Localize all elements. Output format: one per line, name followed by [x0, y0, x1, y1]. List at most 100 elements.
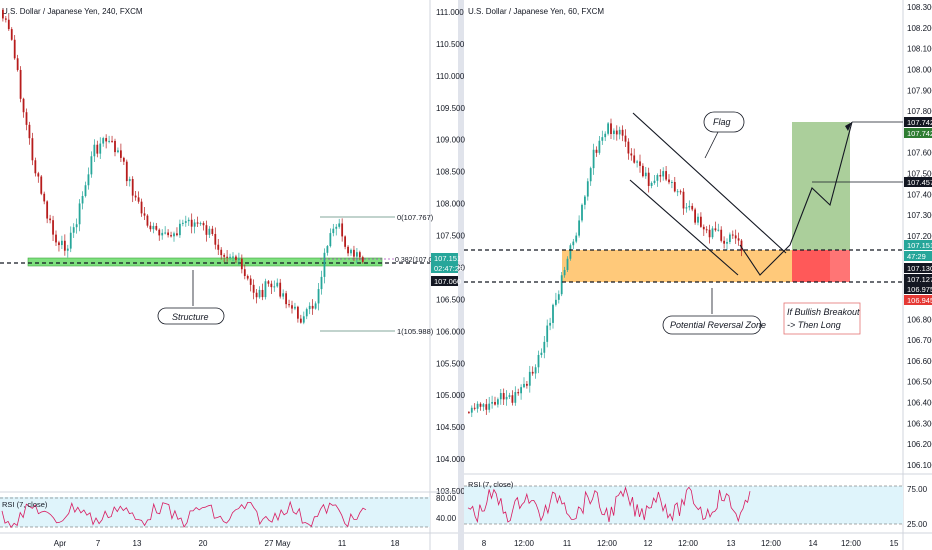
left-candle — [238, 258, 240, 260]
right-rsi-tick-75: 75.00 — [907, 485, 928, 494]
note-line-1: If Bullish Breakout — [787, 307, 860, 317]
left-candle — [252, 284, 255, 293]
left-candle — [243, 269, 246, 276]
profit-zone — [792, 122, 850, 250]
right-x-tick-9: 12:00 — [841, 539, 862, 548]
right-badge-bg-2 — [904, 177, 932, 187]
note-box — [783, 302, 861, 335]
right-candle — [673, 181, 676, 192]
left-candle — [25, 112, 28, 125]
right-y-tick-17: 106.600 — [907, 357, 932, 366]
right-candle — [528, 371, 531, 386]
right-candle — [601, 137, 604, 141]
left-candle — [164, 232, 167, 234]
right-candle — [650, 182, 653, 186]
left-candle — [173, 233, 175, 237]
left-candle — [16, 58, 19, 70]
right-candle — [613, 130, 615, 135]
left-candle — [4, 18, 7, 20]
right-y-tick-11: 107.200 — [907, 232, 932, 241]
right-candle — [572, 241, 575, 246]
left-candle — [273, 286, 276, 288]
right-candle — [691, 205, 694, 210]
right-x-tick-5: 12:00 — [678, 539, 699, 548]
right-y-tick-21: 106.200 — [907, 440, 932, 449]
projected-path — [739, 121, 853, 276]
left-y-tick-14: 104.000 — [436, 455, 465, 464]
left-candle — [13, 39, 16, 59]
left-candle — [276, 282, 279, 287]
right-candle — [534, 367, 537, 374]
left-candle — [314, 303, 317, 309]
right-y-tick-8: 107.500 — [907, 170, 932, 179]
left-candle — [288, 304, 290, 306]
right-candle — [552, 304, 554, 323]
right-candle — [473, 407, 476, 409]
right-y-tick-20: 106.300 — [907, 419, 932, 428]
left-candle — [332, 228, 335, 234]
left-candle — [279, 282, 282, 297]
right-badge-7: 106.975 — [907, 285, 932, 294]
left-candle — [122, 157, 125, 162]
right-candle — [630, 153, 633, 156]
left-x-tick-4: 27 — [265, 539, 274, 548]
right-y-tick-0: 108.300 — [907, 3, 932, 12]
right-candle — [624, 135, 627, 142]
left-rsi-tick-40: 40.00 — [436, 514, 457, 523]
left-candle — [52, 220, 54, 235]
left-candle — [291, 305, 293, 309]
left-candle — [84, 185, 87, 197]
right-candle — [531, 371, 534, 374]
right-candle — [688, 205, 691, 208]
right-x-tick-10: 15 — [890, 539, 899, 548]
left-candle — [196, 222, 199, 224]
left-y-tick-12: 105.000 — [436, 391, 465, 400]
left-candle — [270, 283, 273, 288]
right-candle — [537, 354, 540, 368]
right-candle — [592, 149, 595, 169]
left-candle — [10, 29, 13, 40]
target-arrowhead — [845, 122, 852, 131]
flag-callout — [703, 111, 745, 133]
left-candle — [211, 228, 214, 234]
right-candle — [647, 172, 650, 186]
left-y-tick-6: 108.000 — [436, 200, 465, 209]
right-candle — [560, 275, 563, 295]
flag-pointer — [704, 131, 719, 159]
right-candle — [508, 395, 511, 397]
left-candle — [308, 305, 311, 310]
right-candle — [740, 240, 743, 251]
left-pane: U.S. Dollar / Japanese Yen, 240, FXCM 11… — [0, 0, 465, 550]
left-y-tick-9: 106.500 — [436, 295, 465, 304]
left-candle — [232, 256, 234, 258]
right-candle — [488, 403, 491, 410]
right-candle — [555, 299, 557, 305]
left-candle — [220, 249, 223, 256]
right-candle — [668, 179, 670, 183]
left-candle — [299, 318, 302, 323]
right-candle — [557, 294, 560, 300]
right-candle — [491, 401, 493, 404]
right-candle — [714, 228, 717, 231]
left-candle — [358, 252, 361, 258]
left-candle — [149, 225, 152, 230]
right-candle — [586, 181, 589, 197]
left-candle — [90, 156, 93, 175]
right-y-tick-19: 106.400 — [907, 399, 932, 408]
right-rsi-band — [464, 486, 903, 524]
left-candle — [158, 229, 161, 236]
left-candle — [267, 281, 270, 284]
right-candle — [578, 220, 580, 236]
left-candle — [167, 232, 169, 236]
pane-divider[interactable] — [458, 0, 464, 550]
left-candle — [229, 256, 231, 258]
right-candle — [523, 383, 525, 388]
right-candle — [563, 269, 566, 276]
stop-zone-inner — [792, 250, 830, 282]
left-candle — [87, 174, 90, 186]
left-candle — [214, 233, 217, 245]
right-candle — [642, 165, 644, 177]
right-y-tick-9: 107.400 — [907, 190, 932, 199]
right-x-tick-2: 11 — [563, 539, 572, 548]
right-candle — [711, 228, 714, 238]
